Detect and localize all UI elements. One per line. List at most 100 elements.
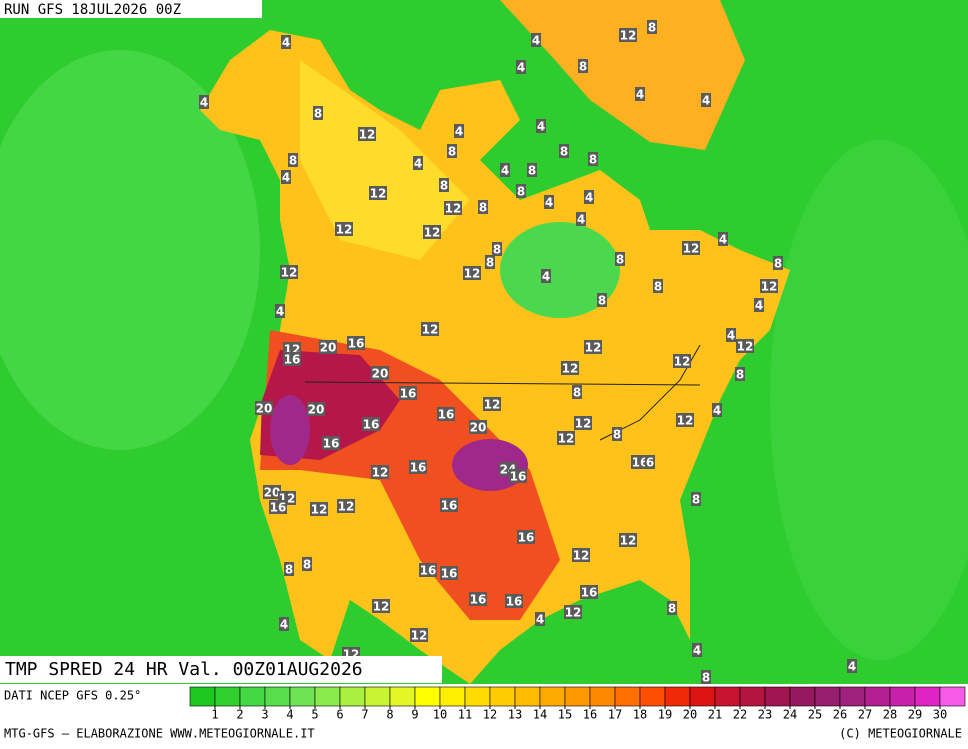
color-box xyxy=(814,686,841,707)
contour-label-box xyxy=(726,328,736,342)
color-box xyxy=(389,686,416,707)
contour-label: 12 xyxy=(585,341,602,355)
contour-label: 20 xyxy=(256,402,273,416)
color-box xyxy=(439,686,466,707)
contour-label-box xyxy=(682,241,700,255)
contour-label: 4 xyxy=(414,157,422,171)
source-label: DATI NCEP GFS 0.25° xyxy=(4,689,141,703)
contour-label-box xyxy=(409,460,427,474)
contour-label-box xyxy=(413,156,423,170)
contour-label-box xyxy=(485,255,495,269)
contour-label-box xyxy=(255,401,273,415)
contour-label: 8 xyxy=(668,602,676,616)
contour-label-box xyxy=(423,225,441,239)
contour-label-box xyxy=(440,498,458,512)
color-box xyxy=(889,686,916,707)
contour-label-box xyxy=(541,269,551,283)
contour-label: 20 xyxy=(372,367,389,381)
contour-label-box xyxy=(275,304,285,318)
contour-label-box xyxy=(372,599,390,613)
contour-label-box xyxy=(527,163,537,177)
contour-label: 4 xyxy=(501,164,509,178)
contour-label-box xyxy=(478,200,488,214)
contour-label-box xyxy=(619,28,637,42)
contour-label-box xyxy=(735,367,745,381)
contour-label: 8 xyxy=(528,164,536,178)
contour-label: 4 xyxy=(713,404,721,418)
contour-label: 8 xyxy=(598,294,606,308)
contour-label-box xyxy=(645,455,655,469)
contour-label-box xyxy=(337,499,355,513)
contour-label-box xyxy=(619,533,637,547)
contour-label-box xyxy=(588,152,598,166)
contour-label-box xyxy=(279,617,289,631)
contour-label: 16 xyxy=(284,353,301,367)
color-box xyxy=(539,686,566,707)
tick-label: 13 xyxy=(508,708,522,722)
contour-label: 12 xyxy=(338,500,355,514)
contour-label: 16 xyxy=(400,387,417,401)
color-box xyxy=(289,686,316,707)
contour-label-box xyxy=(463,266,481,280)
contour-label: 4 xyxy=(276,305,284,319)
color-box xyxy=(514,686,541,707)
contour-label: 20 xyxy=(320,341,337,355)
contour-label: 8 xyxy=(774,257,782,271)
contour-label: 8 xyxy=(692,493,700,507)
contour-label: 8 xyxy=(654,280,662,294)
contour-label: 8 xyxy=(479,201,487,215)
contour-label: 8 xyxy=(314,107,322,121)
tick-label: 18 xyxy=(633,708,647,722)
contour-label: 16 xyxy=(581,586,598,600)
contour-label-box xyxy=(557,431,575,445)
contour-label: 12 xyxy=(575,417,592,431)
color-box xyxy=(414,686,441,707)
contour-label: 8 xyxy=(289,154,297,168)
contour-label-box xyxy=(576,212,586,226)
contour-label: 12 xyxy=(620,29,637,43)
title-box xyxy=(0,656,442,683)
contour-label-box xyxy=(505,594,523,608)
contour-label-box xyxy=(283,352,301,366)
contour-label-box xyxy=(310,502,328,516)
contour-label: 6 xyxy=(646,456,654,470)
tick-label: 5 xyxy=(311,708,318,722)
color-box xyxy=(664,686,691,707)
contour-label: 12 xyxy=(373,600,390,614)
contour-label: 4 xyxy=(455,125,463,139)
color-box xyxy=(239,686,266,707)
tick-label: 1 xyxy=(211,708,218,722)
contour-label: 4 xyxy=(636,88,644,102)
footer-right: (C) METEOGIORNALE xyxy=(839,727,962,741)
color-box xyxy=(339,686,366,707)
tick-label: 12 xyxy=(483,708,497,722)
tick-label: 22 xyxy=(733,708,747,722)
tick-label: 3 xyxy=(261,708,268,722)
contour-label: 16 xyxy=(420,564,437,578)
contour-label: 8 xyxy=(493,243,501,257)
contour-label-box xyxy=(584,190,594,204)
contour-label: 4 xyxy=(585,191,593,205)
contour-label: 12 xyxy=(737,340,754,354)
tick-label: 17 xyxy=(608,708,622,722)
contour-label: 20 xyxy=(264,486,281,500)
contour-label: 12 xyxy=(677,414,694,428)
contour-label-box xyxy=(347,336,365,350)
contour-label: 8 xyxy=(648,21,656,35)
contour-label: 16 xyxy=(410,461,427,475)
contour-label-box xyxy=(754,298,764,312)
contour-label-box xyxy=(263,485,281,499)
contour-label: 16 xyxy=(506,595,523,609)
contour-label-box xyxy=(362,417,380,431)
contour-label: 8 xyxy=(486,256,494,270)
contour-label-box xyxy=(597,293,607,307)
contour-label: 8 xyxy=(736,368,744,382)
contour-label-box xyxy=(419,563,437,577)
contour-label: 12 xyxy=(445,202,462,216)
contour-label-box xyxy=(421,322,439,336)
contour-label-box xyxy=(399,386,417,400)
contour-label-box xyxy=(736,339,754,353)
contour-label-box xyxy=(572,548,590,562)
color-box xyxy=(564,686,591,707)
